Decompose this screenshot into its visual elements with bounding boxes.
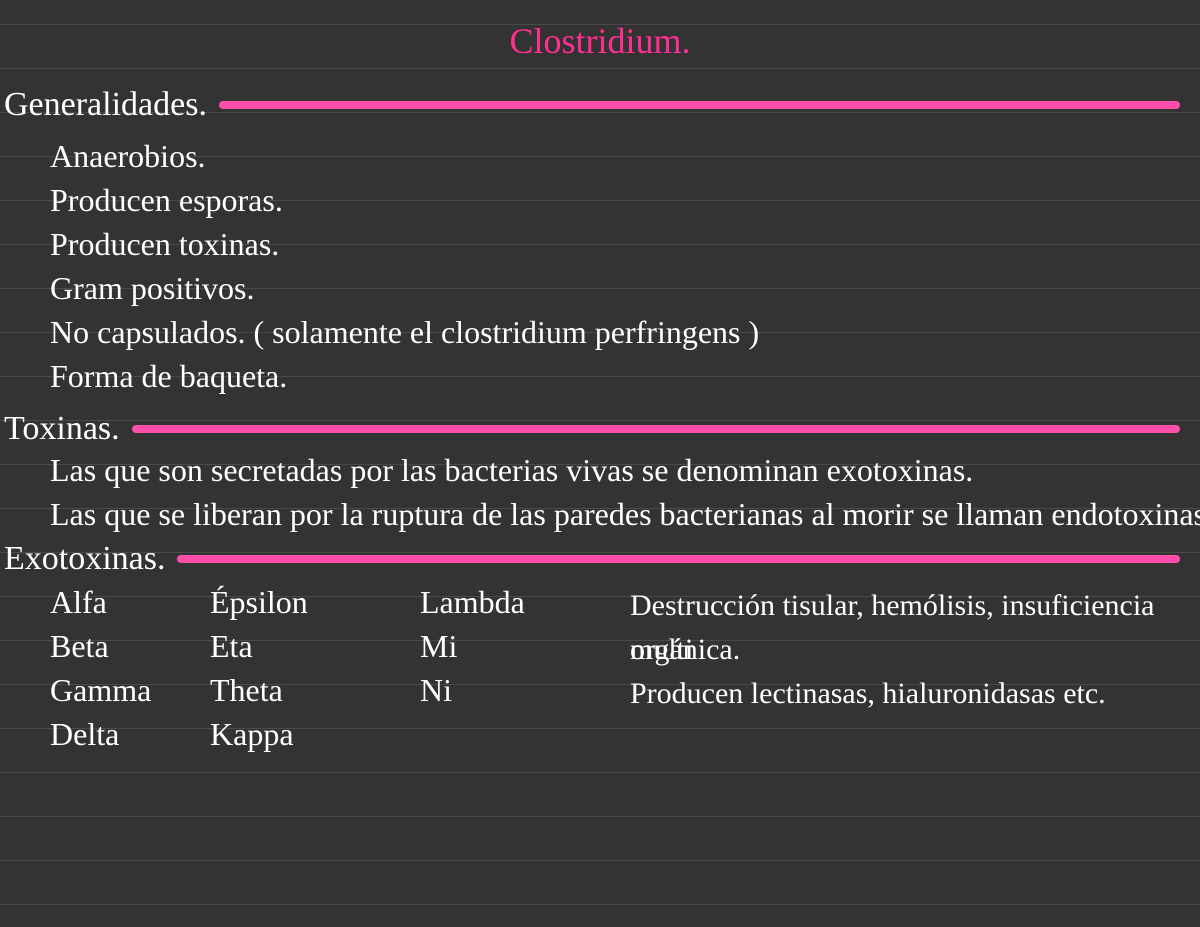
list-item: Gram positivos. xyxy=(50,270,254,307)
list-item: Producen toxinas. xyxy=(50,226,279,263)
exotoxin-name: Beta xyxy=(50,628,109,665)
section-rule xyxy=(219,101,1180,109)
section-heading-label: Exotoxinas. xyxy=(4,540,165,578)
list-item: Anaerobios. xyxy=(50,138,206,175)
exotoxin-name: Alfa xyxy=(50,584,107,621)
section-header-generalidades: Generalidades. xyxy=(4,86,1180,124)
note-content: Clostridium. Generalidades. Anaerobios. … xyxy=(0,0,1200,927)
exotoxin-name: Eta xyxy=(210,628,253,665)
exotoxin-name: Delta xyxy=(50,716,119,753)
list-item: Producen esporas. xyxy=(50,182,283,219)
exotoxin-name: Lambda xyxy=(420,584,525,621)
exotoxin-name: Theta xyxy=(210,672,283,709)
list-item: No capsulados. ( solamente el clostridiu… xyxy=(50,314,759,351)
exotoxin-name: Mi xyxy=(420,628,457,665)
section-heading-label: Generalidades. xyxy=(4,86,207,124)
exotoxin-desc-line: Producen lectinasas, hialuronidasas etc. xyxy=(630,672,1106,716)
list-item: Las que se liberan por la ruptura de las… xyxy=(50,496,1200,533)
list-item: Forma de baqueta. xyxy=(50,358,287,395)
section-heading-label: Toxinas. xyxy=(4,410,120,448)
exotoxin-name: Ni xyxy=(420,672,452,709)
exotoxin-name: Gamma xyxy=(50,672,151,709)
page-title: Clostridium. xyxy=(0,20,1200,62)
section-header-toxinas: Toxinas. xyxy=(4,410,1180,448)
exotoxin-desc-line: orgánica. xyxy=(630,628,740,672)
exotoxin-name: Épsilon xyxy=(210,584,308,621)
list-item: Las que son secretadas por las bacterias… xyxy=(50,452,973,489)
section-rule xyxy=(177,555,1180,563)
section-rule xyxy=(132,425,1180,433)
section-header-exotoxinas: Exotoxinas. xyxy=(4,540,1180,578)
exotoxin-name: Kappa xyxy=(210,716,294,753)
